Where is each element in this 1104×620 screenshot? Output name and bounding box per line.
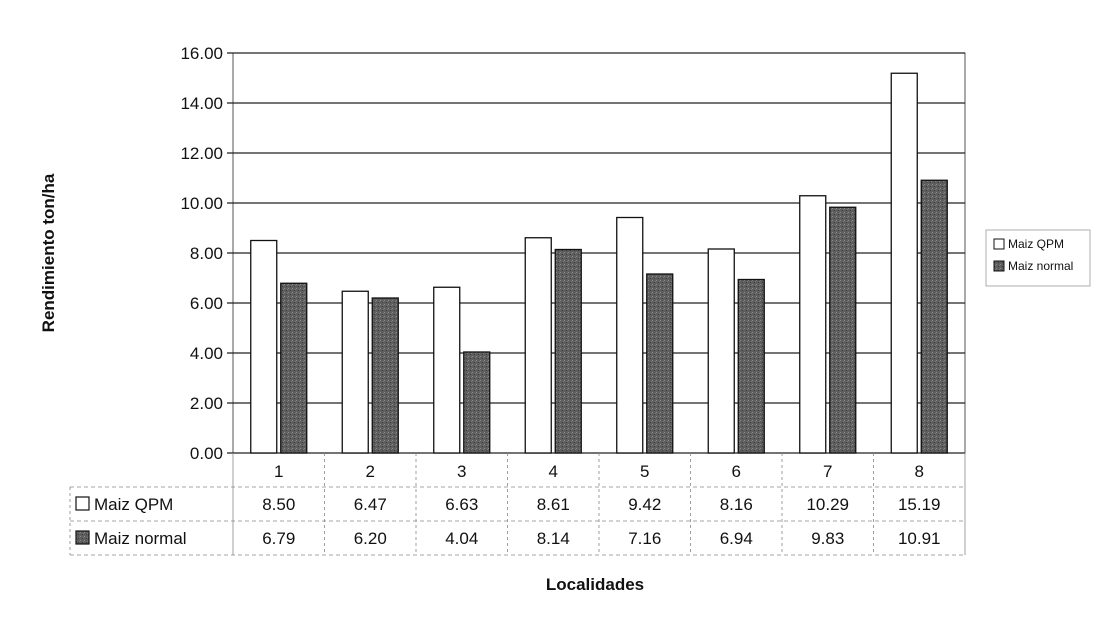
table-cell: 6.94 <box>720 529 753 548</box>
table-cell: 7.16 <box>628 529 661 548</box>
table-cell: 8.61 <box>537 495 570 514</box>
bar-maiz-normal-4 <box>554 248 582 454</box>
x-tick-label: 1 <box>274 462 283 481</box>
y-tick-label: 12.00 <box>180 144 223 163</box>
bar-maiz-qpm-7 <box>799 195 827 454</box>
x-tick-label: 7 <box>823 462 832 481</box>
x-tick-label: 2 <box>366 462 375 481</box>
table-row-label: Maiz QPM <box>94 495 173 514</box>
table-legend-key <box>75 530 90 545</box>
bars <box>250 72 948 454</box>
data-table: 1 2 3 4 5 6 7 8 Maiz QPM 8.50 6.47 6.63 8.61 9.42 8.16… <box>69 453 966 556</box>
y-tick-label: 2.00 <box>190 394 223 413</box>
bar-maiz-qpm-6 <box>707 248 735 454</box>
bar-maiz-qpm-1 <box>250 239 278 454</box>
table-cell: 6.47 <box>354 495 387 514</box>
y-tick-label: 14.00 <box>180 94 223 113</box>
table-cell: 10.91 <box>898 529 941 548</box>
legend-swatch <box>993 238 1005 250</box>
table-cell: 15.19 <box>898 495 941 514</box>
bar-maiz-normal-6 <box>737 278 765 454</box>
bar-maiz-qpm-8 <box>890 72 918 454</box>
x-tick-label: 3 <box>457 462 466 481</box>
legend-swatch <box>993 260 1005 272</box>
bar-maiz-normal-1 <box>280 282 308 454</box>
table-legend-key <box>75 496 90 511</box>
table-cell: 8.50 <box>262 495 295 514</box>
x-axis-title: Localidades <box>546 575 644 594</box>
x-tick-label: 6 <box>732 462 741 481</box>
table-row-label: Maiz normal <box>94 529 187 548</box>
x-tick-label: 8 <box>915 462 924 481</box>
bar-maiz-qpm-3 <box>433 286 461 454</box>
bar-maiz-normal-3 <box>463 351 491 454</box>
table-cell: 6.20 <box>354 529 387 548</box>
y-tick-label: 10.00 <box>180 194 223 213</box>
y-tick-label: 6.00 <box>190 294 223 313</box>
x-tick-label: 5 <box>640 462 649 481</box>
legend-label: Maiz normal <box>1008 259 1073 273</box>
bar-maiz-qpm-4 <box>524 237 552 454</box>
y-tick-label: 4.00 <box>190 344 223 363</box>
y-axis-ticks: 0.00 2.00 4.00 6.00 8.00 10.00 12.00 14.00 16.00 <box>180 44 223 463</box>
table-cell: 10.29 <box>806 495 849 514</box>
legend-label: Maiz QPM <box>1008 237 1064 251</box>
bar-maiz-normal-7 <box>829 206 857 454</box>
bar-maiz-normal-8 <box>920 179 948 454</box>
bar-maiz-qpm-5 <box>616 216 644 454</box>
table-cell: 9.42 <box>628 495 661 514</box>
bar-maiz-normal-5 <box>646 273 674 454</box>
table-cell: 4.04 <box>445 529 478 548</box>
table-cell: 8.14 <box>537 529 570 548</box>
table-cell: 8.16 <box>720 495 753 514</box>
x-tick-label: 4 <box>549 462 558 481</box>
table-cell: 6.79 <box>262 529 295 548</box>
bar-maiz-qpm-2 <box>341 290 369 454</box>
table-cell: 6.63 <box>445 495 478 514</box>
y-tick-label: 8.00 <box>190 244 223 263</box>
y-tick-label: 16.00 <box>180 44 223 63</box>
y-tick-label: 0.00 <box>190 444 223 463</box>
table-cell: 9.83 <box>811 529 844 548</box>
bar-maiz-normal-2 <box>371 297 399 454</box>
y-axis-title: Rendimiento ton/ha <box>39 173 58 332</box>
legend: Maiz QPM Maiz normal <box>985 229 1091 287</box>
